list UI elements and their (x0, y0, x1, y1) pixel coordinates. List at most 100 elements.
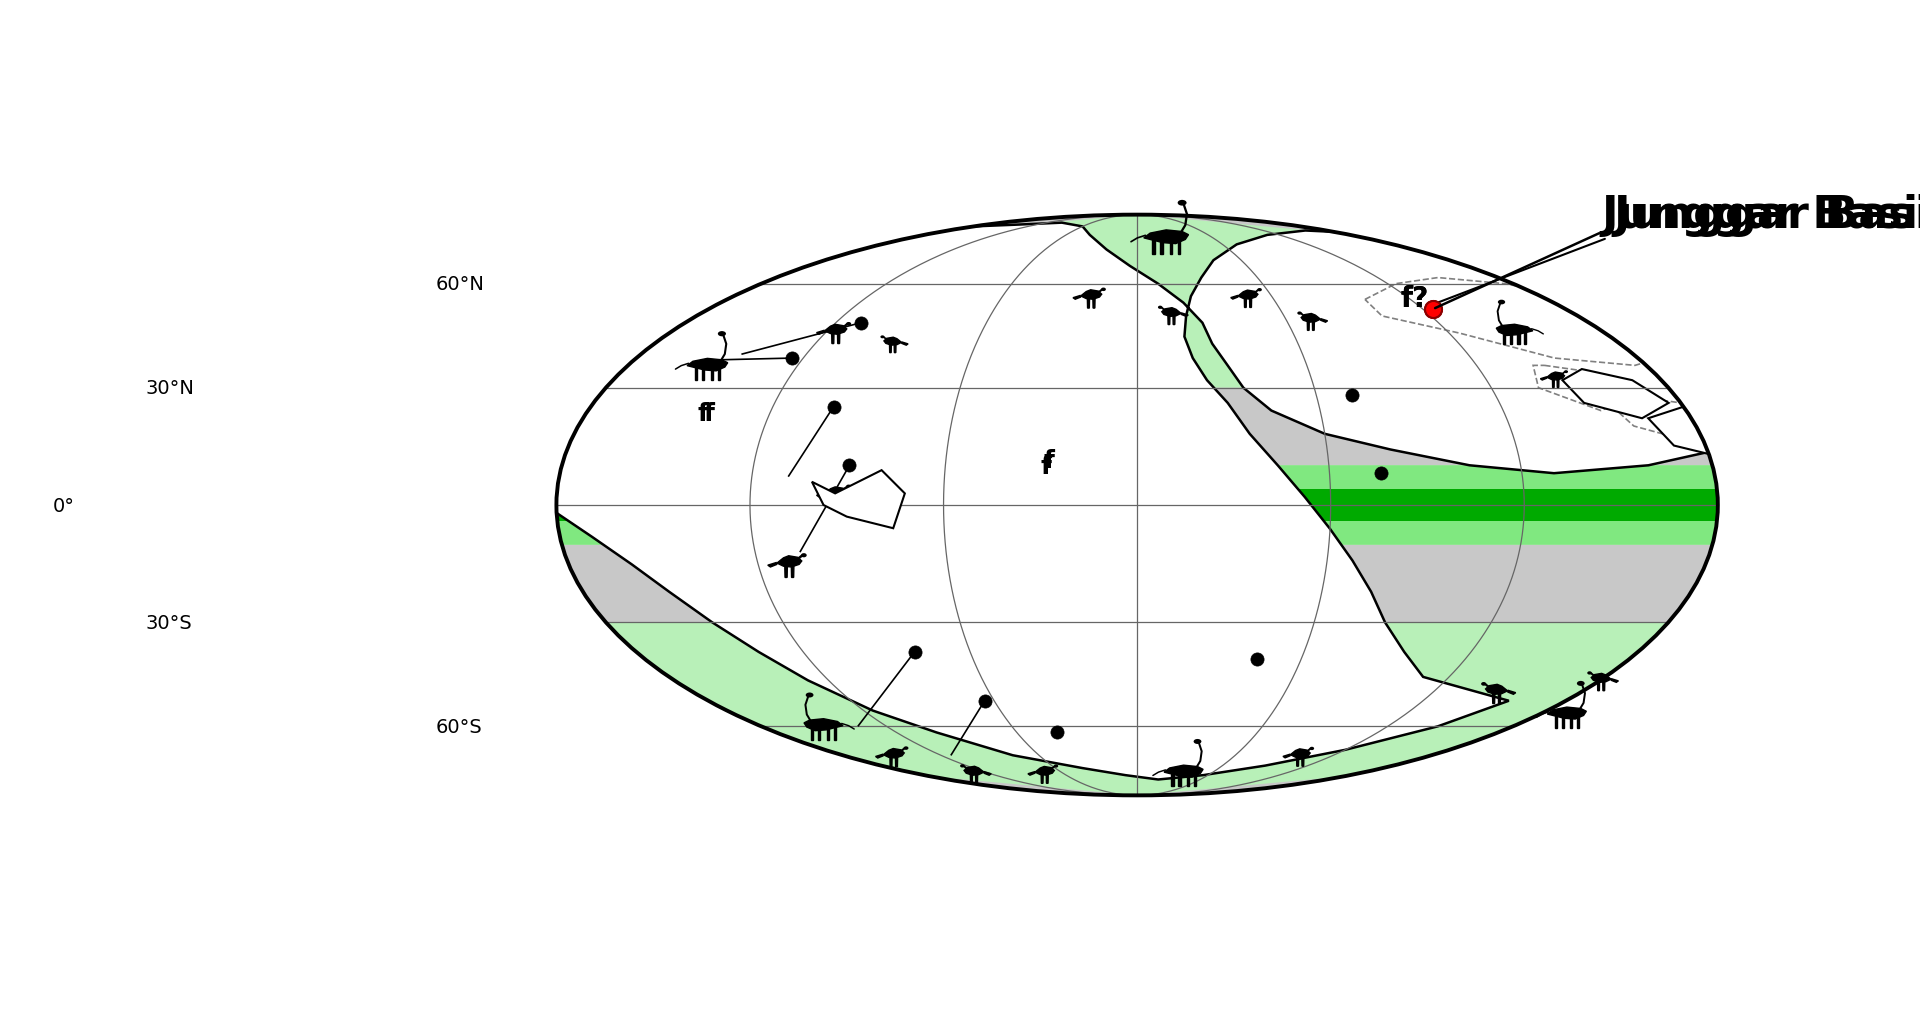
Polygon shape (1548, 373, 1565, 381)
Polygon shape (876, 754, 883, 758)
Polygon shape (1152, 241, 1154, 255)
Polygon shape (1563, 370, 1668, 419)
Point (833, 458, 864, 474)
Polygon shape (812, 727, 814, 740)
Polygon shape (983, 772, 991, 775)
Ellipse shape (1194, 739, 1202, 744)
Polygon shape (818, 727, 820, 740)
Polygon shape (0, 388, 1920, 466)
Polygon shape (1231, 296, 1238, 300)
Ellipse shape (1576, 681, 1584, 686)
Polygon shape (0, 466, 1920, 489)
Polygon shape (1302, 757, 1304, 766)
Polygon shape (1507, 691, 1515, 695)
Polygon shape (1296, 757, 1298, 766)
Text: 30°S: 30°S (146, 614, 192, 632)
Point (845, 315, 876, 332)
Polygon shape (1173, 316, 1175, 326)
Polygon shape (1647, 407, 1755, 458)
Polygon shape (1561, 716, 1563, 728)
Text: Junggar Basin: Junggar Basin (1613, 194, 1920, 237)
Polygon shape (768, 563, 778, 567)
Polygon shape (1171, 773, 1173, 787)
Ellipse shape (1158, 306, 1162, 309)
Polygon shape (710, 368, 712, 381)
Polygon shape (837, 496, 839, 507)
Polygon shape (1509, 333, 1511, 345)
Ellipse shape (1100, 288, 1106, 292)
Polygon shape (1164, 765, 1204, 777)
Polygon shape (1592, 673, 1611, 682)
Polygon shape (826, 487, 847, 497)
Polygon shape (1321, 319, 1327, 323)
Point (818, 399, 849, 416)
Polygon shape (1576, 716, 1578, 728)
Polygon shape (1194, 773, 1196, 787)
Polygon shape (902, 343, 908, 346)
Polygon shape (1238, 291, 1258, 300)
Ellipse shape (806, 693, 814, 698)
Text: 60°N: 60°N (436, 275, 484, 294)
Polygon shape (75, 623, 1920, 727)
Text: 30°N: 30°N (146, 379, 194, 397)
Polygon shape (1496, 325, 1532, 337)
Polygon shape (883, 338, 902, 346)
Polygon shape (785, 566, 787, 578)
Polygon shape (895, 757, 899, 767)
Polygon shape (791, 566, 793, 578)
Ellipse shape (801, 554, 806, 558)
Polygon shape (1027, 772, 1035, 775)
Polygon shape (1571, 716, 1572, 728)
Polygon shape (1548, 708, 1586, 720)
Polygon shape (1081, 290, 1102, 300)
Point (970, 693, 1000, 709)
Polygon shape (1498, 694, 1501, 704)
Polygon shape (1092, 299, 1094, 308)
Point (899, 644, 929, 660)
Ellipse shape (1480, 682, 1486, 686)
Text: f: f (1044, 449, 1054, 473)
Polygon shape (804, 719, 843, 731)
Polygon shape (828, 727, 829, 740)
Polygon shape (1179, 773, 1181, 787)
Polygon shape (1181, 313, 1188, 317)
Ellipse shape (1498, 300, 1505, 305)
Polygon shape (975, 774, 977, 784)
Ellipse shape (1258, 289, 1261, 292)
Polygon shape (0, 489, 1920, 522)
Polygon shape (1308, 321, 1309, 331)
Polygon shape (1283, 754, 1290, 758)
Text: f: f (1041, 455, 1052, 479)
Polygon shape (1144, 231, 1188, 245)
Ellipse shape (1565, 371, 1569, 374)
Point (1336, 388, 1367, 404)
Polygon shape (386, 727, 1889, 796)
Polygon shape (1035, 766, 1054, 775)
Polygon shape (0, 545, 1920, 623)
Polygon shape (1555, 716, 1557, 728)
Polygon shape (1597, 681, 1599, 692)
Ellipse shape (904, 746, 908, 750)
Polygon shape (1169, 241, 1173, 255)
Polygon shape (1492, 694, 1496, 704)
Ellipse shape (881, 336, 885, 339)
Text: Junggar Basin: Junggar Basin (1601, 194, 1920, 237)
Polygon shape (1611, 679, 1619, 682)
Polygon shape (1041, 774, 1043, 784)
Polygon shape (970, 774, 972, 784)
Polygon shape (0, 388, 1920, 474)
Polygon shape (964, 766, 983, 775)
Polygon shape (1087, 299, 1089, 308)
Point (1041, 725, 1071, 741)
Polygon shape (816, 331, 826, 335)
Ellipse shape (1309, 747, 1313, 750)
Polygon shape (837, 334, 839, 344)
Polygon shape (1290, 749, 1309, 758)
Polygon shape (703, 368, 705, 381)
Ellipse shape (847, 323, 851, 327)
Point (1242, 651, 1273, 667)
Text: f: f (697, 401, 708, 426)
Polygon shape (718, 368, 720, 381)
Ellipse shape (1054, 764, 1058, 768)
Polygon shape (1313, 321, 1315, 331)
